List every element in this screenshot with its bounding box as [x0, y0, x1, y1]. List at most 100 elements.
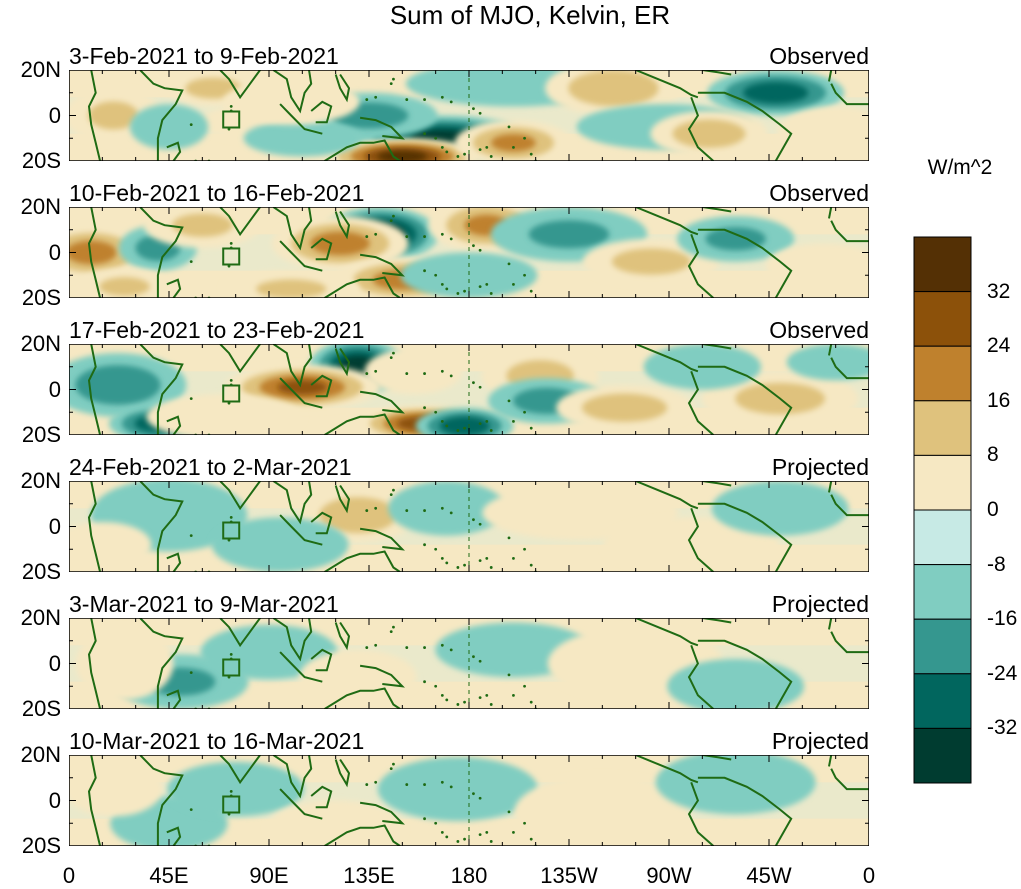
island-dot — [507, 673, 511, 677]
island-dot — [512, 693, 515, 697]
island-dot — [389, 82, 393, 86]
island-dot — [229, 242, 233, 245]
anomaly-contour — [377, 757, 538, 822]
island-dot — [485, 145, 489, 149]
coastline — [87, 481, 102, 572]
colorbar-tick-label: 32 — [987, 279, 1011, 303]
island-dot — [392, 77, 395, 81]
anomaly-contour — [69, 240, 117, 265]
colorbar-swatch — [913, 673, 972, 729]
island-dot — [440, 369, 444, 373]
coastline — [687, 96, 715, 161]
coastline — [697, 228, 793, 298]
coastline — [310, 785, 333, 809]
lon-tick-label: 0 — [62, 863, 76, 888]
coastline — [635, 207, 699, 236]
coastline — [324, 550, 401, 572]
coastline — [219, 618, 261, 648]
island-dot — [389, 219, 393, 223]
island-dot — [478, 659, 482, 663]
island-dot — [507, 399, 511, 403]
colorbar-swatch — [913, 345, 972, 402]
island-dot — [489, 566, 493, 569]
anomaly-contour — [777, 106, 869, 161]
island-dot — [449, 100, 453, 104]
island-dot — [523, 410, 526, 414]
region-box — [222, 384, 241, 403]
coastline — [139, 70, 184, 161]
coastline — [830, 768, 869, 791]
coastline — [687, 781, 715, 846]
chart-title: Sum of MJO, Kelvin, ER — [389, 0, 671, 30]
coastline — [702, 755, 732, 761]
coastline — [687, 233, 715, 298]
anomaly-contour — [667, 658, 805, 709]
lat-tick-label: 0 — [48, 102, 61, 128]
island-dot — [523, 547, 526, 551]
coastline — [687, 644, 715, 709]
anomaly-contour — [75, 627, 174, 700]
coastline — [310, 511, 333, 535]
anomaly-contour — [705, 227, 766, 251]
island-dot — [392, 762, 395, 766]
anomaly-contour — [743, 81, 809, 104]
coastline — [702, 618, 732, 624]
colorbar-units: W/m^2 — [927, 156, 993, 179]
coastline — [310, 374, 333, 398]
coastline — [139, 618, 184, 709]
island-dot — [478, 796, 482, 800]
island-dot — [392, 214, 395, 218]
island-dot — [485, 830, 489, 834]
colorbar-swatch — [913, 454, 972, 511]
coastline — [334, 73, 351, 103]
coastline — [359, 664, 405, 688]
lat-tick-label: 20S — [21, 696, 61, 721]
island-dot — [478, 285, 482, 289]
colorbar-tick-label: 8 — [987, 443, 999, 467]
coastline — [139, 207, 184, 298]
island-dot — [489, 429, 493, 432]
anomaly-contour — [69, 521, 152, 568]
panel-type-label: Observed — [769, 43, 869, 69]
region-box — [222, 795, 241, 814]
island-dot — [440, 232, 444, 236]
island-dot — [374, 780, 378, 784]
island-dot — [423, 269, 426, 273]
island-dot — [456, 566, 460, 569]
island-dot — [478, 148, 482, 152]
coastline — [828, 70, 833, 82]
island-dot — [440, 830, 444, 834]
panel-period-label: 3-Mar-2021 to 9-Mar-2021 — [69, 591, 339, 617]
island-dot — [423, 783, 426, 786]
island-dot — [456, 703, 460, 706]
anomaly-contour — [528, 220, 610, 249]
colorbar-swatch — [913, 291, 972, 347]
coastline — [828, 618, 833, 630]
lat-tick-label: 0 — [48, 650, 61, 676]
coastline — [324, 139, 401, 161]
lat-tick-label: 20S — [21, 148, 61, 173]
lat-tick-label: 20N — [20, 605, 61, 630]
coastline — [359, 116, 405, 140]
island-dot — [229, 379, 233, 382]
lon-tick-label: 0 — [862, 863, 876, 888]
coastline — [830, 494, 869, 517]
panel-period-label: 3-Feb-2021 to 9-Feb-2021 — [69, 43, 339, 69]
island-dot — [478, 522, 482, 526]
coastline — [219, 755, 261, 785]
island-dot — [489, 840, 493, 843]
coastline — [828, 481, 833, 493]
panel-type-label: Observed — [769, 180, 869, 206]
island-dot — [405, 783, 409, 786]
island-dot — [440, 643, 444, 647]
island-dot — [463, 289, 466, 293]
anomaly-map — [69, 755, 869, 846]
island-dot — [456, 840, 460, 843]
map-panel: 24-Feb-2021 to 2-Mar-2021 Projected 20N 0 20… — [21, 454, 869, 583]
island-dot — [523, 684, 526, 688]
lat-tick-label: 20N — [20, 742, 61, 767]
colorbar-swatch — [913, 727, 972, 784]
island-dot — [507, 536, 511, 540]
anomaly-contour — [400, 252, 538, 298]
